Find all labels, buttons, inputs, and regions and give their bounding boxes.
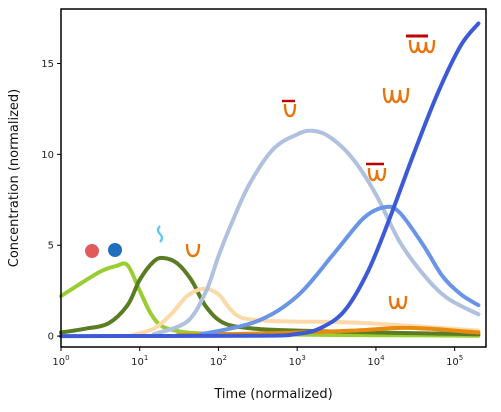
x-tick-label: 100: [52, 354, 69, 368]
x-tick-label: 103: [289, 354, 306, 368]
y-axis-label: Concentration (normalized): [7, 89, 22, 267]
x-tick-label: 104: [367, 354, 385, 368]
series-line-5: [151, 128, 481, 337]
y-tick-label: 5: [48, 241, 54, 252]
hairpin-1-icon: [185, 243, 201, 258]
capped-double-hairpin-icon: [366, 162, 387, 182]
double-hairpin-icon: [388, 295, 408, 310]
x-tick-label: 101: [131, 354, 148, 368]
molecule-glyphs: [85, 34, 436, 310]
triple-hairpin-icon: [382, 87, 410, 104]
series-line-3: [130, 286, 481, 338]
x-axis-label: Time (normalized): [213, 387, 332, 402]
plot-frame: [60, 8, 487, 348]
capped-triple-hairpin-icon: [406, 34, 436, 54]
unfolded-strand-icon: [156, 225, 164, 243]
capped-hairpin-icon: [282, 99, 297, 118]
y-tick-label: 15: [41, 59, 54, 70]
x-tick-label: 102: [210, 354, 227, 368]
series-line-6: [199, 204, 481, 337]
red-monomer-icon: [85, 244, 99, 258]
blue-monomer-icon: [108, 243, 122, 257]
x-tick-label: 105: [446, 354, 463, 368]
y-tick-label: 10: [41, 150, 54, 161]
y-tick-label: 0: [48, 332, 54, 343]
series-line-7: [59, 21, 481, 339]
